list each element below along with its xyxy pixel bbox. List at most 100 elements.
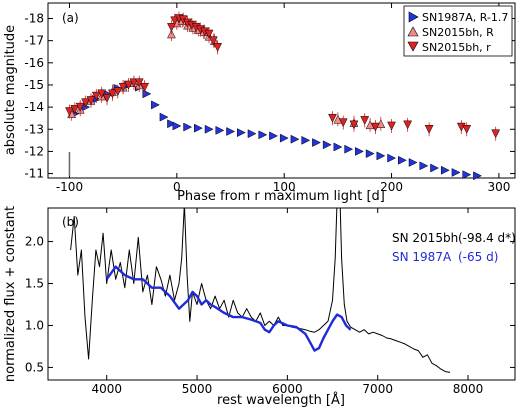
data-point-triangle-down	[491, 129, 501, 139]
x-tick-label-b: 4000	[91, 382, 122, 396]
legend-name-sn1987a: SN 1987A	[392, 250, 452, 264]
data-point-triangle-right	[247, 129, 257, 139]
y-tick-label-b: 2.0	[25, 235, 44, 249]
data-point-triangle-right	[172, 121, 182, 131]
y-tick-label-b: 0.5	[25, 360, 44, 374]
data-point-triangle-right	[194, 123, 203, 133]
panel-b-ticks: 4000 5000 6000 7000 8000 0.5 1.0 1.5 2.0	[25, 208, 515, 396]
data-point-triangle-down	[97, 89, 107, 99]
y-tick-label-a: -11	[24, 167, 44, 181]
data-point-triangle-right	[159, 112, 169, 122]
y-tick-label-b: 1.5	[25, 277, 44, 291]
y-tick-label-a: -14	[24, 100, 44, 114]
panel-a-legend: SN1987A, R-1.7 SN2015bh, R SN2015bh, r	[403, 5, 513, 57]
data-point-triangle-right	[269, 131, 279, 141]
data-point-triangle-right	[387, 153, 397, 163]
data-point-triangle-down	[387, 121, 396, 131]
data-point-triangle-right	[344, 144, 354, 154]
data-point-triangle-down	[65, 107, 74, 117]
data-point-triangle-down	[91, 91, 101, 101]
data-point-triangle-right	[215, 125, 225, 135]
data-point-triangle-right	[430, 163, 440, 173]
data-point-triangle-down	[70, 105, 80, 114]
data-point-triangle-right	[183, 122, 193, 132]
panel-a-y-axis-label: absolute magnitude	[3, 25, 18, 155]
data-point-triangle-right	[322, 140, 332, 150]
panel-b: 4000 5000 6000 7000 8000 0.5 1.0 1.5 2.0 (b) res…	[3, 206, 516, 408]
panel-b-label: (b)	[62, 215, 79, 229]
legend-label-sn2015bh-r-upper: SN2015bh, R	[422, 26, 494, 39]
data-point-triangle-down	[403, 120, 413, 130]
data-point-triangle-right	[301, 135, 311, 145]
x-tick-label-b: 7000	[362, 382, 393, 396]
data-point-triangle-right	[258, 130, 268, 140]
data-point-triangle-down	[118, 82, 128, 92]
spectrum-line-sn2015bh	[70, 208, 451, 373]
data-point-triangle-down	[113, 87, 123, 97]
panel-a-label: (a)	[62, 11, 79, 25]
data-point-triangle-down	[124, 80, 133, 90]
data-point-triangle-right	[355, 147, 364, 156]
data-point-triangle-right	[365, 149, 375, 159]
data-point-triangle-right	[408, 158, 418, 167]
data-point-triangle-down	[102, 94, 112, 103]
data-point-triangle-down	[140, 82, 150, 92]
data-point-triangle-right	[333, 142, 343, 152]
data-point-triangle-down	[360, 116, 370, 125]
x-tick-label-b: 6000	[272, 382, 303, 396]
data-point-triangle-down	[462, 125, 472, 134]
data-point-triangle-right	[167, 119, 177, 129]
panel-b-x-axis-label: rest wavelength [Å]	[217, 392, 345, 408]
data-point-triangle-right	[376, 151, 386, 161]
y-tick-label-a: -18	[24, 12, 44, 26]
y-tick-label-b: 1.0	[25, 318, 44, 332]
panel-a: -100 0 100 200 300 -11 -12 -13 -14 -15 -16 -17 -18 (…	[3, 2, 516, 204]
data-point-triangle-down	[371, 122, 380, 132]
panel-a-ticks: -100 0 100 200 300 -11 -12 -13 -14 -15 -16 -17 -18	[24, 3, 515, 194]
panel-a-x-axis-label: Phase from r maximum light [d]	[177, 189, 385, 204]
data-point-triangle-down	[75, 102, 85, 112]
y-tick-label-a: -15	[24, 78, 44, 92]
x-tick-label-b: 8000	[453, 382, 484, 396]
x-tick-label-a: -100	[56, 180, 83, 194]
panel-a-legend-box	[403, 5, 513, 57]
y-tick-label-a: -12	[24, 144, 44, 158]
data-point-triangle-right	[312, 138, 321, 147]
x-tick-label-b: 5000	[182, 382, 213, 396]
data-point-triangle-right	[290, 134, 300, 144]
data-point-triangle-down	[129, 78, 139, 88]
legend-note-sn1987a: (-65 d)	[458, 250, 498, 264]
data-point-triangle-right	[419, 161, 429, 171]
legend-label-sn2015bh-r-lower: SN2015bh, r	[422, 41, 491, 54]
panel-b-lines	[70, 208, 451, 373]
x-tick-label-a: 300	[487, 180, 510, 194]
data-point-triangle-right	[473, 171, 482, 181]
x-tick-label-a: 0	[173, 180, 181, 194]
data-point-triangle-right	[204, 124, 214, 134]
data-point-triangle-down	[424, 125, 434, 134]
panel-b-legend: SN 2015bh (-98.4 d*) SN 1987A (-65 d)	[392, 231, 516, 264]
data-point-triangle-down	[170, 16, 180, 26]
y-tick-label-a: -16	[24, 56, 44, 70]
legend-marker-sn2015bh-r-upper	[407, 26, 419, 37]
data-point-triangle-down	[349, 120, 359, 130]
legend-marker-sn2015bh-r-lower	[407, 41, 419, 52]
data-point-triangle-down	[86, 96, 96, 106]
panel-b-y-axis-label: normalized flux + constant	[3, 206, 18, 382]
panel-b-frame	[47, 207, 516, 381]
data-point-triangle-right	[151, 100, 160, 110]
data-point-triangle-down	[81, 98, 90, 108]
panel-a-points	[65, 11, 501, 181]
data-point-triangle-down	[167, 23, 176, 32]
legend-name-sn2015bh: SN 2015bh	[392, 231, 458, 245]
legend-note-sn2015bh: (-98.4 d*)	[458, 231, 516, 245]
data-point-triangle-right	[236, 128, 246, 137]
y-tick-label-a: -13	[24, 122, 44, 136]
x-tick-label-a: 100	[273, 180, 296, 194]
data-point-triangle-right	[226, 127, 236, 136]
y-tick-label-a: -17	[24, 34, 44, 48]
data-point-triangle-down	[204, 29, 214, 39]
x-tick-label-a: 200	[380, 180, 403, 194]
data-point-triangle-down	[338, 118, 348, 128]
